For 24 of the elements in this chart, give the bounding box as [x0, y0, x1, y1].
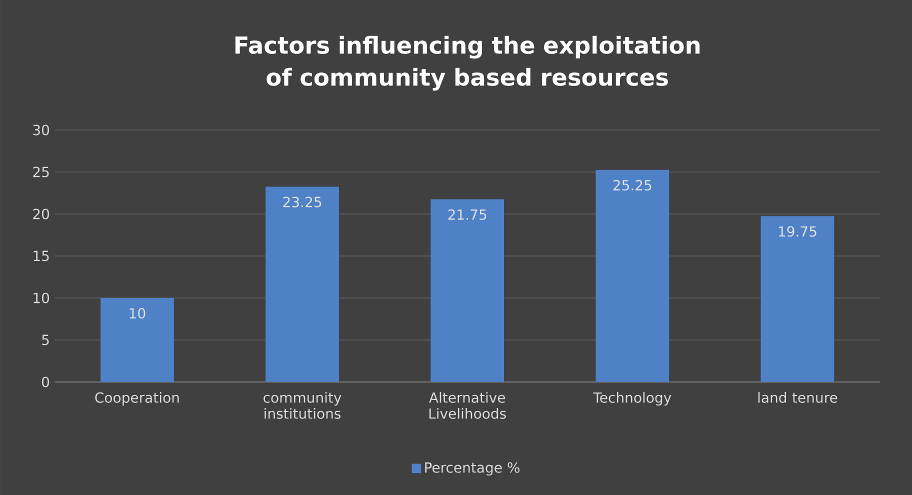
x-tick-label: land tenure [758, 392, 838, 403]
data-label: 21.75 [448, 209, 486, 220]
bar [596, 170, 670, 382]
bar [100, 298, 174, 382]
y-tick-label: 0 [42, 376, 50, 388]
bar [430, 199, 504, 382]
data-label: 10 [130, 308, 146, 319]
bar [266, 186, 339, 382]
y-tick-label: 15 [34, 250, 49, 262]
data-label: 23.25 [283, 196, 322, 208]
y-tick-label: 25 [33, 166, 49, 178]
x-tick-label: Cooperation [95, 392, 179, 406]
legend-label: Percentage % [425, 462, 520, 476]
y-tick-label: 30 [33, 124, 50, 136]
x-tick-label: Alternative Livelihoods [429, 392, 506, 419]
data-label: 25.25 [613, 180, 652, 191]
y-tick-label: 10 [34, 292, 50, 304]
x-tick-label: community institutions [264, 392, 342, 419]
data-label: 19.75 [778, 226, 816, 237]
bar [760, 216, 834, 382]
y-tick-label: 5 [42, 334, 49, 346]
x-tick-label: Technology [593, 392, 672, 406]
y-tick-label: 20 [33, 208, 50, 220]
chart-title: Factors influencing the exploitation of community based resources [235, 36, 700, 91]
